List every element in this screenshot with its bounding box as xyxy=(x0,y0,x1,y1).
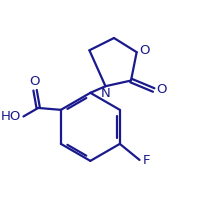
Text: O: O xyxy=(156,83,166,96)
Text: O: O xyxy=(29,75,39,88)
Text: F: F xyxy=(142,154,150,167)
Text: O: O xyxy=(140,44,150,57)
Text: N: N xyxy=(101,87,110,100)
Text: HO: HO xyxy=(0,110,21,123)
